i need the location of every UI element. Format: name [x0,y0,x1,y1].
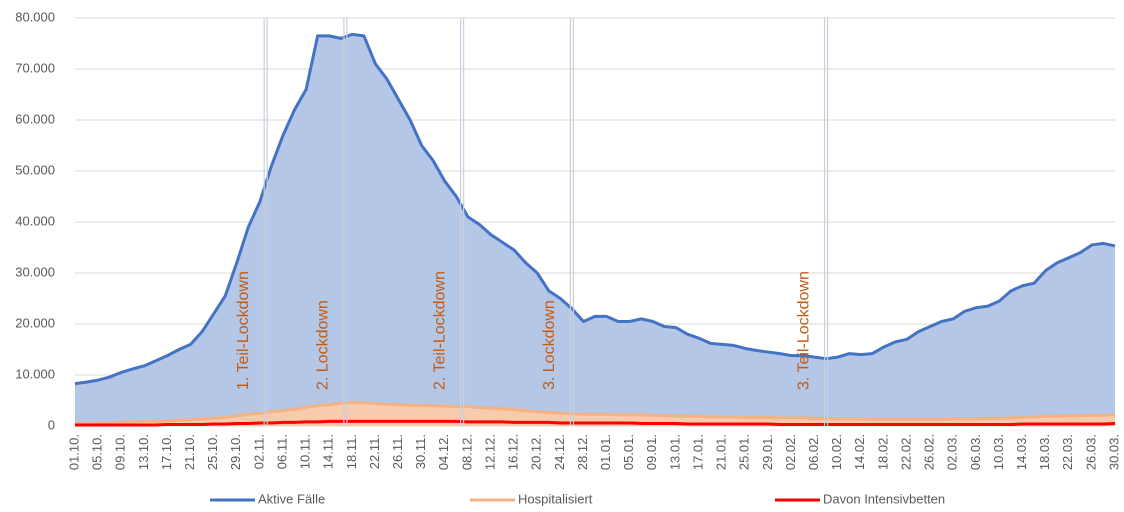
x-tick-label: 25.10. [205,434,220,470]
y-tick-label: 30.000 [15,264,55,279]
line [74,32,1116,386]
y-tick-label: 40.000 [15,213,55,228]
line [75,419,1116,427]
annotation: 1. Teil-Lockdown [235,271,252,390]
x-tick-label: 22.02. [898,434,913,470]
x-tick-label: 13.10. [136,434,151,470]
x-tick-label: 12.12. [482,434,497,470]
x-tick-label: 26.03. [1083,434,1098,470]
y-tick-label: 20.000 [15,315,55,330]
line [75,401,1116,425]
x-tick-label: 21.01. [714,434,729,470]
x-tick-label: 10.11. [298,434,313,469]
x-tick-label: 10.03. [991,434,1006,470]
annotation: 3. Lockdown [541,300,558,390]
x-tick-label: 18.03. [1037,434,1052,470]
y-tick-label: 70.000 [15,60,55,75]
x-tick-label: 21.10. [182,434,197,470]
y-tick-label: 60.000 [15,111,55,126]
x-tick-label: 01.10. [66,434,81,470]
x-tick-label: 20.12. [529,434,544,470]
x-tick-label: 16.12. [506,434,521,470]
x-tick-label: 18.02. [875,434,890,470]
x-tick-label: 29.01. [760,434,775,470]
legend-label: Hospitalisiert [518,491,593,506]
x-tick-label: 22.11. [367,434,382,469]
x-tick-label: 18.11. [344,434,359,469]
x-tick-label: 22.03. [1060,434,1075,470]
x-tick-label: 05.01. [621,434,636,470]
y-tick-label: 10.000 [15,366,55,381]
annotation: 2. Teil-Lockdown [431,271,448,390]
legend-label: Aktive Fälle [258,491,325,506]
x-tick-label: 17.01. [690,434,705,470]
x-tick-label: 28.12. [575,434,590,470]
area [75,34,1115,426]
y-tick-label: 50.000 [15,162,55,177]
x-tick-label: 06.11. [274,434,289,469]
x-tick-label: 04.12. [436,434,451,470]
x-tick-label: 26.02. [922,434,937,470]
legend-label: Davon Intensivbetten [823,491,945,506]
x-tick-label: 08.12. [459,434,474,470]
x-tick-label: 30.03. [1106,434,1121,470]
annotation: 2. Lockdown [315,300,332,390]
x-tick-label: 06.03. [968,434,983,470]
x-tick-label: 09.01. [644,434,659,470]
x-tick-label: 29.10. [228,434,243,470]
x-tick-label: 30.11. [413,434,428,469]
x-tick-label: 14.03. [1014,434,1029,470]
x-tick-label: 14.11. [321,434,336,469]
x-tick-label: 02.03. [945,434,960,470]
y-tick-label: 0 [48,417,55,432]
x-tick-label: 13.01. [667,434,682,470]
x-tick-label: 09.10. [113,434,128,470]
x-tick-label: 06.02. [806,434,821,470]
annotation: 3. Teil-Lockdown [795,271,812,390]
x-tick-label: 14.02. [852,434,867,470]
y-tick-label: 80.000 [15,9,55,24]
x-tick-label: 02.11. [251,434,266,469]
x-tick-label: 10.02. [829,434,844,470]
x-tick-label: 24.12. [552,434,567,470]
x-tick-label: 25.01. [737,434,752,470]
x-tick-label: 01.01. [598,434,613,470]
x-tick-label: 05.10. [90,434,105,470]
x-tick-label: 02.02. [783,434,798,470]
x-tick-label: 17.10. [159,434,174,470]
x-tick-label: 26.11. [390,434,405,469]
